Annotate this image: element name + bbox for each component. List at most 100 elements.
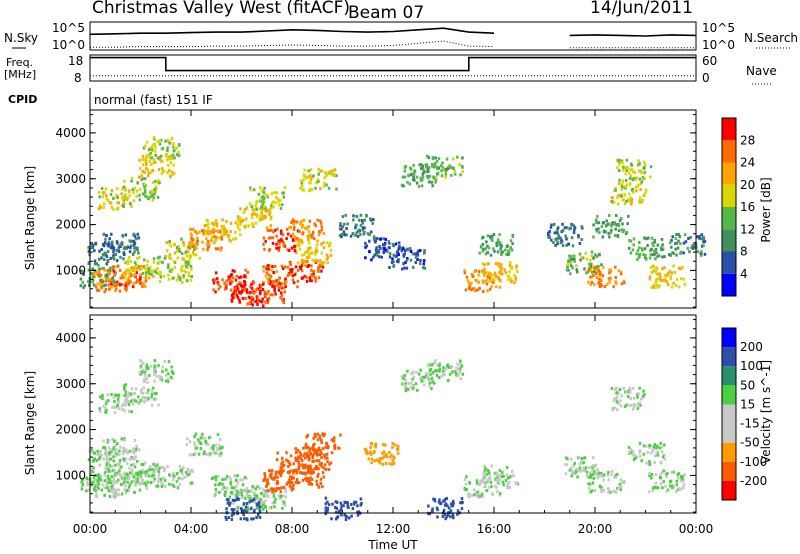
heatmap-cell [597, 221, 600, 225]
heatmap-cell [483, 464, 486, 468]
heatmap-cell [121, 187, 124, 191]
freq-unit-label: [MHz] [4, 68, 36, 81]
heatmap-cell [278, 497, 282, 501]
heatmap-cell [143, 185, 146, 189]
colorbar-tick-label: 100 [740, 359, 763, 373]
ytick-label: 4000 [55, 331, 86, 345]
heatmap-cell [486, 234, 490, 238]
heatmap-cell [135, 471, 138, 475]
heatmap-cell [412, 375, 416, 379]
heatmap-cell [144, 279, 148, 283]
heatmap-cell [580, 255, 583, 259]
heatmap-cell [310, 273, 313, 277]
heatmap-cell [589, 264, 593, 268]
heatmap-cell [290, 488, 294, 492]
heatmap-cell [97, 264, 100, 268]
heatmap-cell [331, 502, 334, 506]
heatmap-cell [394, 254, 398, 258]
heatmap-cell [459, 363, 462, 367]
heatmap-cell [262, 502, 265, 506]
heatmap-cell [294, 447, 297, 451]
heatmap-cell [380, 255, 383, 259]
heatmap-cell [320, 169, 323, 173]
heatmap-cell [264, 505, 267, 509]
heatmap-cell [335, 500, 339, 504]
heatmap-cell [245, 476, 248, 480]
heatmap-cell [297, 455, 300, 459]
xtick-label: 12:00 [376, 522, 411, 536]
heatmap-cell [186, 249, 190, 253]
heatmap-cell [164, 254, 167, 258]
heatmap-cell [214, 475, 218, 479]
heatmap-cell [495, 485, 498, 489]
heatmap-cell [478, 286, 481, 290]
heatmap-cell [153, 373, 156, 377]
heatmap-cell [487, 246, 491, 250]
heatmap-cell [602, 488, 606, 492]
heatmap-cell [267, 489, 270, 493]
heatmap-cell [115, 488, 118, 492]
heatmap-cell [262, 242, 265, 246]
heatmap-cell [408, 182, 412, 186]
heatmap-cell [468, 284, 472, 288]
heatmap-cell [572, 231, 576, 235]
heatmap-cell [571, 469, 574, 473]
heatmap-cell [203, 450, 206, 454]
heatmap-cell [306, 234, 310, 238]
heatmap-cell [107, 451, 111, 455]
heatmap-cell [476, 288, 479, 292]
heatmap-cell [173, 265, 177, 269]
heatmap-cell [605, 219, 608, 223]
heatmap-cell [170, 365, 173, 369]
heatmap-cell [87, 249, 91, 253]
heatmap-cell [259, 197, 263, 201]
heatmap-cell [511, 235, 514, 239]
heatmap-cell [414, 252, 417, 256]
heatmap-cell [495, 244, 498, 248]
heatmap-cell [151, 168, 155, 172]
heatmap-cell [670, 471, 674, 475]
heatmap-cell [440, 374, 444, 378]
heatmap-cell [284, 490, 287, 494]
heatmap-cell [489, 237, 493, 241]
heatmap-cell [584, 251, 587, 255]
heatmap-cell [128, 256, 131, 260]
heatmap-cell [99, 474, 103, 478]
heatmap-cell [225, 474, 229, 478]
heatmap-cell [160, 477, 163, 481]
heatmap-cell [169, 256, 172, 260]
heatmap-cell [483, 263, 486, 267]
heatmap-cell [301, 231, 305, 235]
heatmap-cell [111, 405, 114, 409]
heatmap-cell [372, 237, 376, 241]
heatmap-cell [270, 204, 273, 208]
heatmap-cell [631, 178, 635, 182]
heatmap-cell [335, 187, 338, 191]
heatmap-cell [404, 389, 408, 393]
heatmap-cell [173, 171, 176, 175]
heatmap-cell [702, 243, 705, 247]
heatmap-cell [346, 222, 349, 226]
heatmap-cell [148, 474, 151, 478]
heatmap-cell [243, 517, 246, 521]
heatmap-cell [115, 473, 119, 477]
heatmap-cell [317, 472, 320, 476]
heatmap-cell [488, 485, 491, 489]
heatmap-cell [275, 246, 278, 250]
heatmap-cell [251, 297, 255, 301]
heatmap-cell [427, 377, 431, 381]
heatmap-cell [103, 473, 106, 477]
heatmap-cell [121, 234, 125, 238]
heatmap-cell [575, 264, 578, 268]
nave-label: Nave [746, 64, 777, 78]
heatmap-cell [165, 158, 169, 162]
heatmap-cell [141, 281, 144, 285]
heatmap-cell [633, 403, 637, 407]
heatmap-cell [109, 469, 113, 473]
heatmap-cell [291, 268, 294, 272]
heatmap-cell [411, 377, 414, 381]
heatmap-cell [681, 477, 684, 481]
heatmap-cell [603, 285, 607, 289]
heatmap-cell [194, 242, 198, 246]
heatmap-cell [90, 243, 93, 247]
